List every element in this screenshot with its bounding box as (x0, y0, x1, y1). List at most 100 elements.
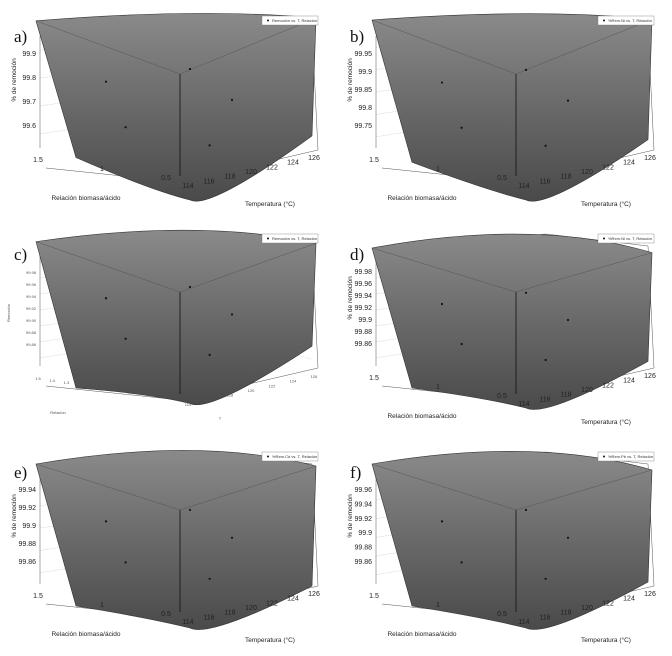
y-tick-label: 124 (287, 596, 299, 603)
top-edge (35, 241, 317, 293)
x-tick-label: 1 (436, 166, 440, 173)
panel-label: d) (350, 245, 364, 264)
x-tick-label: 0.5 (161, 611, 171, 618)
surface-plot: b) %Rem.Ni vs. T, Relación 99.95 99.9 99.85 9… (347, 13, 656, 208)
response-surface (371, 233, 653, 410)
panel-label: e) (14, 463, 27, 482)
x-tick-label: 1.1 (92, 384, 98, 389)
z-tick-label: 99.9 (22, 51, 36, 58)
y-tick-label: 126 (308, 591, 320, 598)
surface-plot: d) %Rem.Ni vs. T, Relación 99.98 99.96 99.94… (347, 233, 656, 426)
legend-label: %Rem.Pb vs. T, Relación (608, 454, 653, 459)
top-edge (371, 463, 653, 511)
y-tick-label: 122 (269, 383, 276, 388)
y-tick-label: 120 (248, 388, 255, 393)
y-tick-label: 126 (644, 373, 656, 380)
data-point (124, 561, 127, 564)
data-point (208, 353, 211, 357)
y-tick-label: 124 (290, 379, 297, 384)
surface-plot: a) Remoción vs. T, Relación 99.9 99.8 99.7 99… (11, 13, 320, 208)
z-tick-label: 99.86 (354, 559, 372, 566)
x-tick-label: 0.5 (497, 175, 507, 182)
z-tick-label: 99.86 (354, 341, 372, 348)
top-edge (35, 463, 317, 511)
data-point (230, 313, 234, 316)
response-surface (371, 13, 653, 202)
y-axis-label: Temperatura (°C) (581, 636, 631, 644)
y-tick-label: 124 (623, 160, 635, 167)
z-tick-label: 99.95 (354, 51, 372, 58)
z-axis-label: % de remoción (11, 58, 18, 102)
y-tick-label: 118 (560, 610, 571, 617)
x-tick-label: 0.6 (163, 394, 169, 399)
x-axis-label: Relación biomasa/ácido (387, 413, 456, 420)
chart-panel: d) %Rem.Ni vs. T, Relación 99.98 99.96 99.94… (336, 218, 672, 436)
response-surface (371, 451, 653, 630)
legend-label: %Rem.Ni vs. T, Relación (608, 18, 652, 23)
x-tick-label: 1 (108, 386, 111, 391)
data-point (104, 297, 108, 300)
legend-marker-icon (603, 19, 605, 22)
data-point (460, 342, 463, 346)
x-tick-label: 0.8 (135, 390, 141, 395)
data-point (460, 561, 463, 564)
legend: %Rem.Ni vs. T, Relación (597, 15, 655, 26)
y-tick-label: 114 (182, 183, 193, 190)
legend-marker-icon (267, 455, 269, 458)
z-tick-label: 99.92 (26, 306, 37, 311)
y-tick-label: 120 (581, 605, 593, 612)
y-tick-label: 116 (203, 178, 214, 185)
z-tick-label: 99.86 (18, 559, 36, 566)
z-tick-label: 99.94 (354, 293, 372, 300)
x-axis-label: Relación (50, 410, 66, 415)
y-tick-label: 118 (224, 610, 235, 617)
surface-plot: f) %Rem.Pb vs. T, Relación 99.96 99.94 99.92… (347, 451, 656, 644)
y-tick-label: 126 (644, 591, 656, 598)
panel-label: f) (350, 463, 361, 482)
x-tick-label: 0.5 (497, 393, 507, 400)
y-tick-label: 126 (311, 374, 318, 379)
y-tick-label: 124 (287, 160, 299, 167)
x-tick-label: 1.5 (33, 157, 43, 164)
x-tick-label: 1 (100, 166, 104, 173)
legend: %Rem.Cd vs. T, Relación (261, 451, 319, 462)
top-edge (371, 247, 653, 293)
z-axis-label: % de remoción (11, 494, 18, 538)
panel-label: c) (14, 245, 27, 264)
z-tick-label: 99.94 (26, 294, 37, 299)
z-axis-label: % de remoción (347, 494, 354, 538)
data-point (544, 358, 547, 362)
x-tick-label: 1.5 (369, 157, 379, 164)
z-tick-label: 99.96 (354, 487, 372, 494)
y-tick-label: 114 (518, 619, 529, 626)
y-tick-label: 114 (182, 619, 193, 626)
legend-marker-icon (267, 237, 269, 240)
legend-marker-icon (603, 237, 605, 240)
z-axis-label: % de remoción (347, 58, 354, 102)
x-tick-label: 1 (100, 602, 104, 609)
chart-panel: a) Remoción vs. T, Relación 99.9 99.8 99.7 99… (0, 0, 336, 218)
y-tick-label: 122 (266, 164, 278, 171)
z-tick-label: 99.86 (26, 342, 37, 347)
x-tick-label: 1.4 (49, 378, 55, 383)
legend-label: Remoción vs. T, Relación (272, 236, 317, 241)
data-point (124, 126, 127, 129)
data-point (524, 68, 528, 71)
z-tick-label: 99.94 (18, 487, 36, 494)
y-tick-label: 116 (539, 178, 550, 185)
legend-marker-icon (603, 455, 605, 458)
z-tick-label: 99.7 (22, 99, 36, 106)
y-tick-label: 122 (602, 600, 614, 607)
x-tick-label: 0.7 (149, 392, 155, 397)
x-axis-label: Relación biomasa/ácido (51, 631, 120, 638)
x-tick-label: 1.5 (35, 376, 41, 381)
y-axis-label: T (219, 416, 222, 421)
y-tick-label: 122 (602, 164, 614, 171)
data-point (440, 302, 444, 306)
z-tick-label: 99.94 (354, 501, 372, 508)
y-tick-label: 122 (266, 600, 278, 607)
top-edge (371, 19, 653, 75)
response-surface (35, 229, 317, 405)
x-tick-label: 0.9 (121, 388, 127, 393)
y-tick-label: 118 (227, 393, 234, 398)
